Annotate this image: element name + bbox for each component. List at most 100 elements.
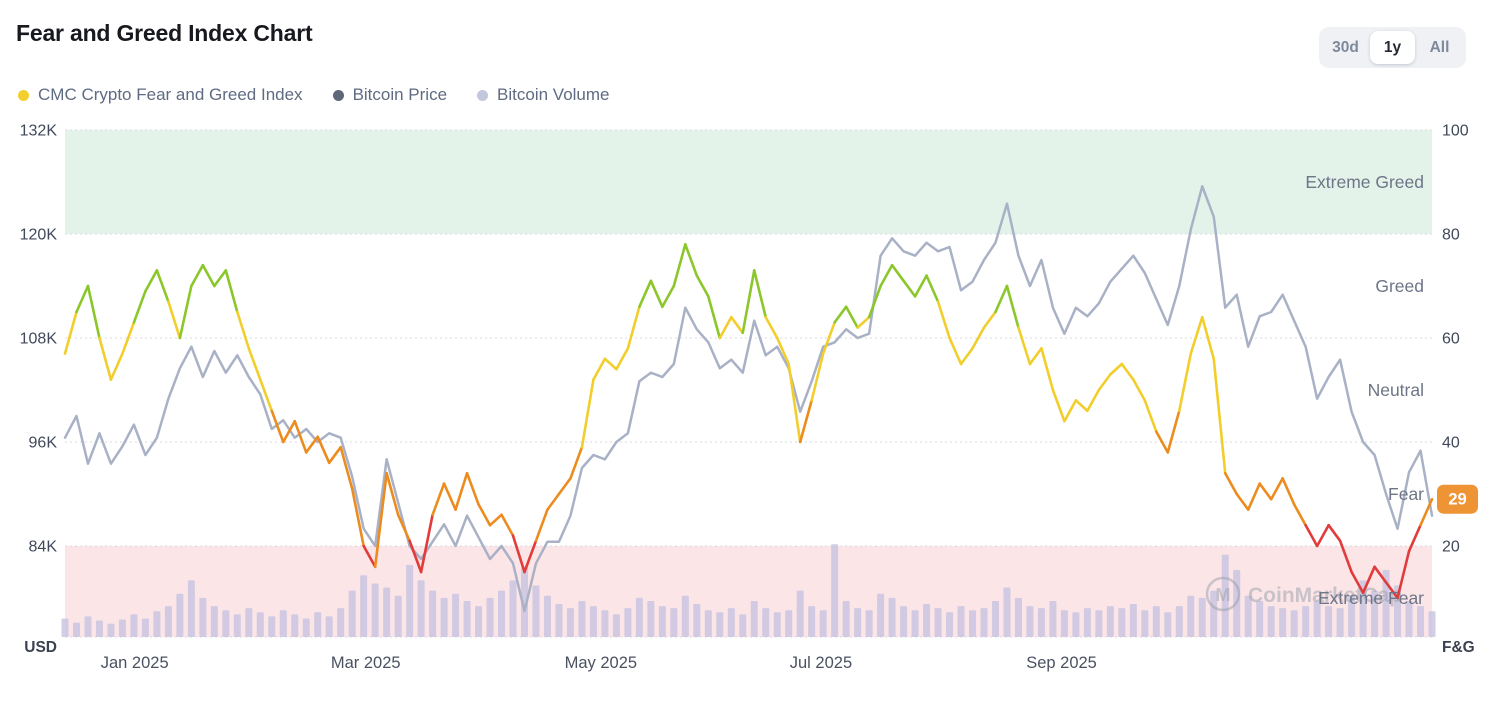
current-value-badge[interactable]: 29 [1437, 484, 1478, 514]
legend-item-bitcoin-price[interactable]: Bitcoin Price [332, 85, 448, 105]
volume-bar [888, 597, 896, 637]
volume-bar [394, 595, 402, 637]
volume-bar [1141, 610, 1149, 637]
fear-greed-segment [155, 269, 170, 303]
volume-bar [923, 604, 931, 637]
fear-greed-segment [327, 445, 342, 465]
volume-bar [84, 616, 92, 637]
fear-greed-segment [121, 321, 136, 355]
volume-bar [314, 612, 322, 637]
fear-greed-segment [1419, 497, 1434, 527]
range-button-all[interactable]: All [1417, 31, 1462, 64]
fear-greed-segment [1258, 482, 1273, 501]
legend-label: Bitcoin Price [352, 85, 448, 104]
volume-bar [1302, 606, 1310, 637]
fear-greed-segment [190, 263, 205, 288]
fear-greed-segment [488, 513, 503, 527]
y-axis-left-labels: 132K 120K 108K 96K 84K USD [20, 123, 58, 657]
usd-tick-label: 120K [20, 227, 58, 244]
fear-greed-segment [661, 284, 676, 309]
fear-greed-segment [695, 274, 710, 298]
volume-bar [1060, 610, 1068, 637]
volume-bar [1187, 595, 1195, 637]
fear-greed-segment [1269, 477, 1284, 501]
page-title: Fear and Greed Index Chart [16, 20, 313, 46]
volume-bar [475, 606, 483, 637]
volume-bar [1336, 608, 1344, 637]
fear-greed-segment [615, 347, 630, 371]
volume-bar [141, 618, 149, 637]
fear-greed-dot-icon [18, 89, 29, 101]
fear-greed-segment [1407, 523, 1422, 553]
fear-greed-segment [523, 539, 538, 574]
volume-bar [1129, 604, 1137, 637]
fear-greed-segment [1361, 565, 1376, 595]
volume-bar [429, 590, 437, 637]
volume-bar [107, 623, 115, 637]
volume-bar [980, 608, 988, 637]
fear-greed-segment [1074, 399, 1089, 413]
fear-greed-segment [431, 482, 446, 517]
fear-greed-segment [879, 263, 894, 288]
fear-greed-segment [959, 347, 974, 366]
fear-greed-segment [546, 492, 561, 511]
volume-bar [61, 618, 69, 637]
fear-greed-segment [362, 544, 377, 569]
volume-bar [785, 610, 793, 637]
volume-bar [1095, 610, 1103, 637]
legend-item-fear-greed[interactable]: CMC Crypto Fear and Greed Index [18, 85, 303, 105]
volume-bar [601, 610, 609, 637]
volume-bar [1256, 600, 1264, 637]
zone-band-extreme-greed [65, 130, 1432, 234]
volume-bar [727, 608, 735, 637]
fear-greed-segment [856, 315, 871, 329]
fear-greed-segment [741, 269, 756, 335]
usd-tick-label: 108K [20, 331, 58, 348]
fear-greed-segment [281, 419, 297, 444]
volume-bar [256, 612, 264, 637]
fear-greed-segment [890, 263, 905, 283]
volume-bar [796, 590, 804, 637]
fear-greed-segment [86, 284, 101, 340]
x-axis-month-label: Jan 2025 [101, 654, 169, 672]
fear-greed-segment [63, 310, 78, 355]
bitcoin-volume-dot-icon [477, 89, 489, 101]
volume-bar [1037, 608, 1045, 637]
fear-greed-segment [1028, 347, 1043, 366]
volume-bar [1405, 600, 1413, 637]
volume-bar [762, 608, 770, 637]
volume-bar [498, 590, 506, 637]
volume-bar [463, 600, 471, 637]
volume-bar [176, 593, 184, 637]
volume-bar [624, 608, 632, 637]
fear-greed-segment [167, 300, 182, 340]
legend-label: Bitcoin Volume [497, 85, 610, 104]
x-axis-labels: Jan 2025 Mar 2025 May 2025 Jul 2025 Sep 2025 [101, 654, 1097, 672]
volume-bar [1325, 606, 1333, 637]
fear-greed-segment [580, 378, 595, 449]
fear-greed-segment [821, 321, 836, 355]
fear-greed-segment [304, 435, 320, 454]
fear-greed-segment [557, 477, 572, 496]
fear-greed-segment [1063, 399, 1078, 423]
range-button-30d[interactable]: 30d [1323, 31, 1368, 64]
fear-greed-segment [1338, 539, 1353, 574]
volume-bar [406, 564, 414, 637]
volume-bar [222, 610, 230, 637]
fear-greed-segment [982, 310, 997, 329]
fear-greed-segment [350, 487, 365, 548]
fear-greed-segment [672, 243, 687, 288]
volume-bar [681, 595, 689, 637]
volume-bar [911, 610, 919, 637]
fear-greed-segment [1155, 430, 1170, 454]
fear-greed-segment [649, 279, 664, 309]
zone-label-extreme-greed: Extreme Greed [1305, 172, 1424, 192]
range-button-1y[interactable]: 1y [1370, 31, 1415, 64]
fear-greed-segment [396, 513, 411, 543]
volume-bars [61, 544, 1436, 637]
usd-tick-label: 96K [29, 435, 58, 452]
legend-item-bitcoin-volume[interactable]: Bitcoin Volume [477, 85, 610, 105]
fear-greed-segment [1396, 549, 1411, 600]
fear-greed-segment [201, 263, 216, 288]
